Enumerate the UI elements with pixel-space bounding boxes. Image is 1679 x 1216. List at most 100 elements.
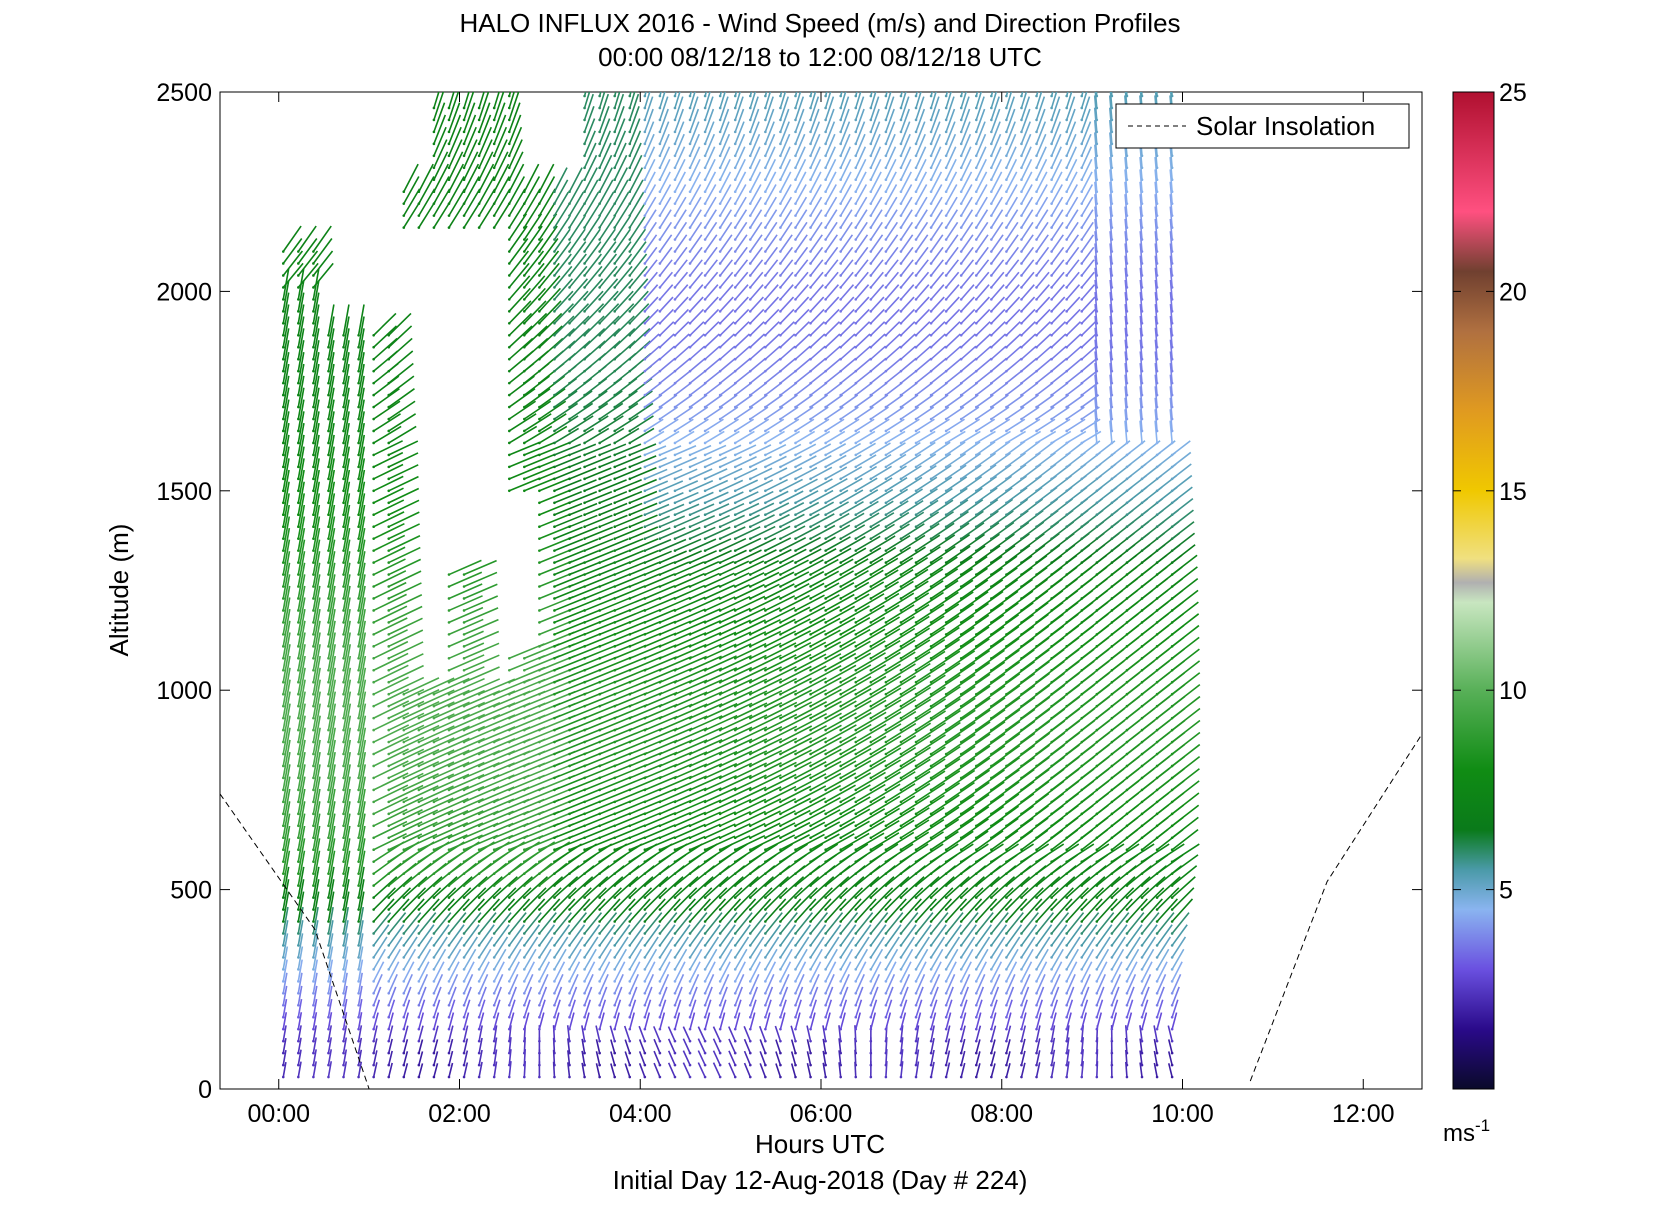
wind-vector-origin [748,178,752,182]
wind-vector [674,171,686,193]
wind-vector-origin [357,417,360,421]
wind-vector [719,584,750,600]
wind-vector [629,265,648,288]
wind-vector-origin [764,848,767,852]
wind-vector-origin [387,477,391,481]
wind-vector [614,179,629,205]
wind-vector-origin [312,250,315,253]
wind-vector-origin [613,908,617,911]
wind-vector-origin [297,764,300,768]
wind-vector [357,328,365,360]
wind-vector [342,1061,348,1078]
wind-vector-origin [613,429,617,433]
wind-vector-origin [312,525,315,528]
wind-vector-origin [658,704,662,708]
wind-vector [704,631,737,648]
wind-vector [659,538,687,552]
wind-vector-origin [718,728,722,732]
wind-vector [659,973,670,994]
wind-vector-origin [658,130,662,134]
wind-vector-origin [643,262,647,265]
wind-vector [523,948,537,970]
wind-vector-origin [327,968,330,971]
wind-vector-origin [598,501,601,505]
wind-vector [629,415,654,432]
wind-vector-origin [342,860,345,863]
wind-vector-origin [327,680,330,684]
wind-vector-origin [281,429,285,433]
wind-vector-origin [523,202,526,205]
wind-vector-origin [447,585,451,588]
wind-vector-origin [598,896,601,899]
wind-vector [644,96,654,121]
wind-vector-origin [779,836,782,840]
wind-vector-origin [312,776,315,780]
wind-vector [569,728,603,743]
wind-vector-origin [718,920,722,923]
wind-vector [523,413,552,432]
wind-vector-origin [553,968,556,971]
wind-vector-origin [477,968,481,971]
wind-vector-origin [643,118,647,122]
wind-vector [553,999,561,1018]
wind-vector [704,667,738,683]
wind-vector-origin [733,130,737,134]
wind-vector [448,1050,454,1066]
wind-vector [297,1061,302,1078]
wind-vector [598,961,611,982]
wind-vector [674,321,690,336]
wind-vector [403,200,421,229]
wind-vector-origin [523,704,526,708]
wind-vector-origin [297,609,300,612]
wind-vector-origin [387,525,391,528]
wind-vector-origin [583,824,586,828]
wind-vector-origin [643,812,647,816]
wind-vector-origin [462,944,466,947]
wind-vector-origin [507,393,511,397]
wind-vector-origin [703,692,707,696]
wind-vector [644,644,677,660]
wind-vector-origin [703,1051,707,1055]
wind-vector-origin [357,1075,360,1079]
wind-vector-origin [598,345,601,349]
wind-vector [388,961,400,982]
wind-vector [538,388,566,408]
wind-vector-origin [357,1027,360,1031]
wind-vector [704,714,738,731]
wind-vector [297,972,303,994]
wind-vector-origin [583,1051,586,1055]
wind-vector-origin [794,94,797,98]
wind-vector-origin [553,1015,556,1019]
wind-vector [418,785,454,803]
wind-vector [719,537,747,552]
wind-vector [297,801,306,838]
wind-vector [539,501,571,516]
wind-vector-origin [387,1027,391,1031]
wind-vector [584,427,610,444]
wind-vector [689,526,716,540]
wind-vector-origin [372,764,375,768]
wind-vector-origin [718,692,722,696]
wind-vector [463,999,471,1018]
wind-vector-origin [281,453,285,457]
wind-vector-origin [583,896,586,899]
wind-vector-origin [447,130,451,134]
wind-vector [553,1012,560,1030]
wind-vector-origin [462,848,466,852]
wind-vector-origin [598,190,601,193]
wind-vector-origin [598,453,601,457]
wind-vector [297,609,306,647]
wind-vector [568,228,586,252]
wind-vector-origin [794,429,797,433]
wind-vector-origin [643,274,647,277]
plot-area [219,91,1423,1090]
wind-vector-origin [523,872,526,875]
wind-vector [674,584,705,600]
wind-vector-origin [733,800,737,804]
wind-vector [372,1025,378,1042]
wind-vector [463,666,500,683]
wind-vector-origin [568,286,571,289]
wind-vector-origin [703,357,707,361]
wind-vector [478,126,492,157]
wind-vector [373,425,402,444]
